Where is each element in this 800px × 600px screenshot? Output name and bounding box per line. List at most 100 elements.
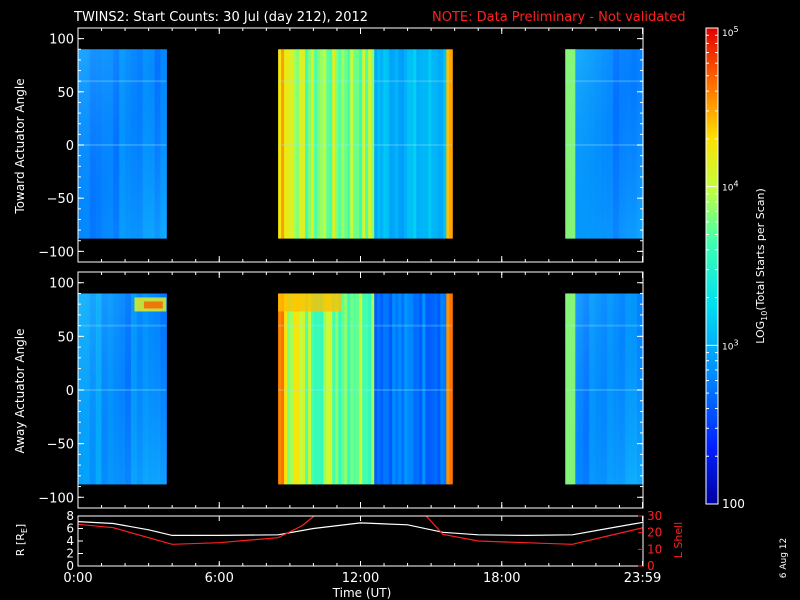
preliminary-note: NOTE: Data Preliminary - Not validated <box>432 10 686 25</box>
toward-cell <box>434 49 438 239</box>
away-cell <box>341 293 345 485</box>
away-cell <box>350 293 354 485</box>
toward-cell <box>407 49 411 239</box>
colorbar-tick-label: 100 <box>722 497 745 511</box>
toward-cell <box>296 49 300 239</box>
toward-cell <box>449 49 453 239</box>
toward-cell <box>440 49 444 239</box>
away-ytick-label: −50 <box>47 438 74 453</box>
toward-cell <box>311 49 315 239</box>
away-low-shading <box>565 293 643 485</box>
away-cell <box>380 293 384 485</box>
toward-cell <box>410 49 414 239</box>
toward-streak <box>78 144 167 146</box>
away-cell <box>401 293 405 485</box>
away-cell <box>413 293 417 485</box>
chart-title: TWINS2: Start Counts: 30 Jul (day 212), … <box>73 10 368 25</box>
away-cell <box>338 293 342 485</box>
orbit-ytick-label: 8 <box>66 509 74 523</box>
toward-ytick-label: −50 <box>47 192 74 207</box>
away-streak <box>565 389 643 391</box>
away-cell <box>407 293 411 485</box>
away-cell <box>335 293 339 485</box>
toward-cell <box>323 49 327 239</box>
away-streak <box>565 324 643 327</box>
away-cell <box>299 293 303 485</box>
away-cell <box>410 293 414 485</box>
away-cell <box>284 293 288 485</box>
away-cell <box>329 293 333 485</box>
toward-heatmap-panel: 100 50 0 −50 −100 <box>38 27 644 263</box>
toward-cell <box>383 49 387 239</box>
orbit-xtick-label: 6:00 <box>205 571 234 586</box>
colorbar: 105 104 103 100 LOG10(Total Starts per Scan… <box>705 25 769 511</box>
away-cell <box>308 293 312 485</box>
toward-cell <box>329 49 333 239</box>
colorbar-label: LOG10(Total Starts per Scan) <box>754 188 769 344</box>
away-bright-stripe <box>565 293 576 485</box>
toward-cell <box>350 49 354 239</box>
orbit-y2tick-label: 0 <box>647 559 655 573</box>
away-cell <box>446 293 450 485</box>
away-cell <box>368 293 372 485</box>
toward-cell <box>365 49 369 239</box>
toward-cell <box>368 49 372 239</box>
orbit-xtick-label: 0:00 <box>63 571 92 586</box>
toward-cell <box>359 49 363 239</box>
toward-cell <box>437 49 441 239</box>
toward-cell <box>389 49 393 239</box>
away-cell <box>281 293 285 485</box>
toward-cell <box>356 49 360 239</box>
toward-cell <box>431 49 435 239</box>
toward-streak <box>565 80 643 83</box>
toward-cell <box>398 49 402 239</box>
toward-cell <box>446 49 450 239</box>
toward-cell <box>317 49 321 239</box>
away-cell <box>422 293 426 485</box>
orbit-y2tick-label: 20 <box>647 526 662 540</box>
away-streak <box>78 324 167 327</box>
toward-cell <box>332 49 336 239</box>
toward-cell <box>371 49 375 239</box>
away-cell <box>377 293 381 485</box>
away-cell <box>425 293 429 485</box>
toward-cell <box>422 49 426 239</box>
toward-cell <box>305 49 309 239</box>
colorbar-gradient <box>705 27 719 505</box>
away-cell <box>353 293 357 485</box>
toward-cell <box>314 49 318 239</box>
toward-ylabel: Toward Actuator Angle <box>13 78 27 214</box>
away-cell <box>374 293 378 485</box>
orbit-y2label: L Shell <box>672 522 685 558</box>
away-cell <box>416 293 420 485</box>
toward-cell <box>344 49 348 239</box>
toward-cell <box>326 49 330 239</box>
orbit-xtick-label: 18:00 <box>483 571 520 586</box>
toward-cell <box>404 49 408 239</box>
orbit-ylabel: R [RE] <box>14 524 29 556</box>
orbit-ytick-label: 4 <box>66 534 74 548</box>
orbit-xtick-label: 23:59 <box>624 571 661 586</box>
away-cell <box>449 293 453 485</box>
colorbar-tick-label: 104 <box>722 180 739 194</box>
away-hot-band <box>278 293 342 312</box>
orbit-series-L <box>78 516 643 545</box>
away-cell <box>386 293 390 485</box>
orbit-series-R <box>78 521 643 537</box>
toward-segment-1 <box>278 49 453 239</box>
away-cell <box>431 293 435 485</box>
toward-cell <box>278 49 282 239</box>
away-cell <box>398 293 402 485</box>
toward-cell <box>287 49 291 239</box>
toward-segment-0 <box>78 49 167 239</box>
toward-cell <box>374 49 378 239</box>
away-cell <box>356 293 360 485</box>
away-cell <box>287 293 291 485</box>
toward-cell <box>425 49 429 239</box>
away-heatmap-panel: 100 50 0 −50 −100 <box>38 271 644 509</box>
toward-cell <box>428 49 432 239</box>
toward-cell <box>302 49 306 239</box>
away-cell <box>440 293 444 485</box>
away-low-shading <box>78 293 167 485</box>
